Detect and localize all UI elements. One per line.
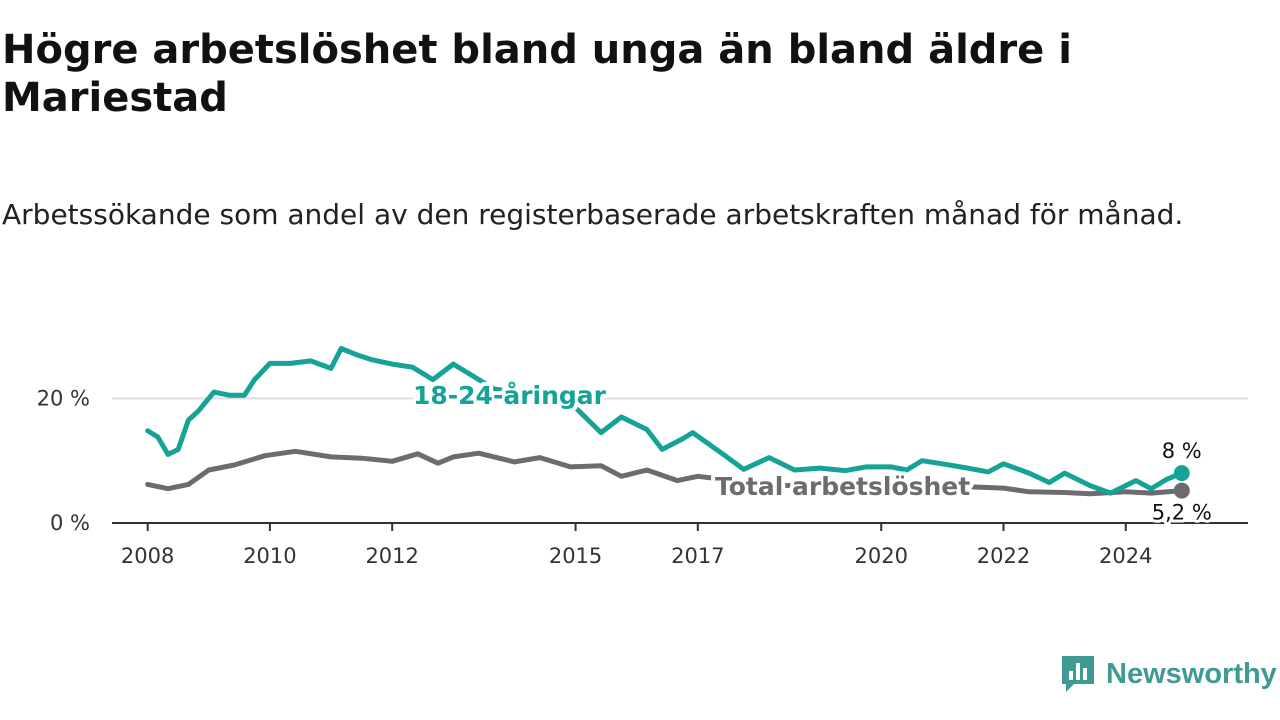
end-label-youth: 8 % <box>1162 439 1202 463</box>
brand-name: Newsworthy <box>1106 657 1277 690</box>
x-tick-label: 2022 <box>977 544 1030 568</box>
end-dot-youth <box>1173 465 1190 482</box>
series-label-youth: 18-24-åringar <box>413 381 607 410</box>
brand-logo: Newsworthy <box>1060 654 1277 694</box>
x-tick-label: 2020 <box>854 544 907 568</box>
series-label-total: Total arbetslöshet <box>715 472 970 501</box>
chart-subtitle: Arbetssökande som andel av den registerb… <box>2 198 1184 231</box>
series-line-youth <box>145 346 1185 496</box>
x-tick-label: 2017 <box>671 544 724 568</box>
end-label-total: 5,2 % <box>1152 501 1212 525</box>
x-tick-label: 2010 <box>243 544 296 568</box>
x-tick-label: 2015 <box>549 544 602 568</box>
y-tick-label: 20 % <box>37 386 90 410</box>
y-tick-label: 0 % <box>50 511 90 535</box>
series-line-total <box>145 448 1185 497</box>
chart-title: Högre arbetslöshet bland unga än bland ä… <box>2 27 1072 121</box>
newsworthy-logo-icon <box>1062 656 1094 692</box>
end-dot-total <box>1173 482 1190 499</box>
x-tick-label: 2024 <box>1099 544 1152 568</box>
x-tick-label: 2008 <box>121 544 174 568</box>
x-tick-label: 2012 <box>365 544 418 568</box>
